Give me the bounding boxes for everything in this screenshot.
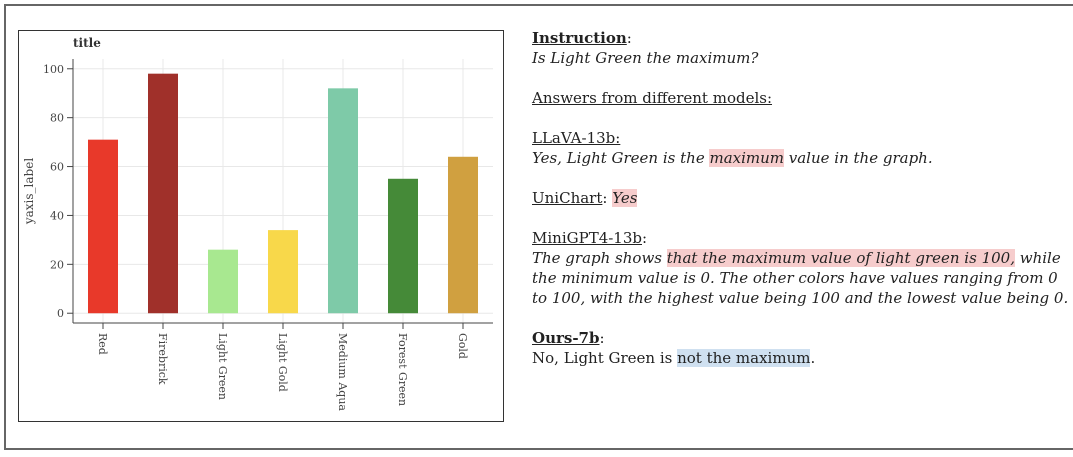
bar bbox=[148, 73, 178, 314]
bar bbox=[448, 156, 478, 314]
x-tick-label: Light Gold bbox=[276, 333, 289, 392]
bar bbox=[88, 139, 118, 314]
answer-text: while the minimum value is 0. The other … bbox=[532, 249, 1069, 307]
model-name: UniChart bbox=[532, 189, 603, 207]
y-tick-label: 40 bbox=[50, 209, 64, 222]
model-suffix: : bbox=[642, 229, 648, 247]
highlight: that the maximum value of light green is… bbox=[666, 249, 1015, 267]
y-tick-label: 20 bbox=[50, 258, 64, 271]
answers: LLaVA-13b: Yes, Light Green is the maximu… bbox=[532, 128, 1073, 368]
x-tick-label: Red bbox=[96, 333, 109, 355]
question: Is Light Green the maximum? bbox=[532, 49, 759, 67]
x-tick-label: Firebrick bbox=[156, 333, 169, 385]
y-tick-label: 0 bbox=[57, 307, 64, 320]
model-name: LLaVA-13b: bbox=[532, 129, 621, 147]
text-panel: Instruction: Is Light Green the maximum?… bbox=[532, 28, 1073, 388]
highlight: maximum bbox=[709, 149, 784, 167]
answer-text: value in the graph. bbox=[784, 149, 933, 167]
x-tick-label: Medium Aqua bbox=[336, 333, 349, 411]
answer-text: Yes, Light Green is the bbox=[532, 149, 710, 167]
chart: title yaxis_label 0 20 40 60 80 100 Red Firebri… bbox=[22, 36, 493, 411]
instruction: Instruction: Is Light Green the maximum? bbox=[532, 28, 1073, 68]
chart-title: title bbox=[73, 36, 101, 50]
bar bbox=[208, 249, 238, 314]
instruction-suffix: : bbox=[626, 29, 632, 47]
answer: LLaVA-13b: Yes, Light Green is the maximu… bbox=[532, 128, 1073, 168]
answer: MiniGPT4-13b: The graph shows that the ma… bbox=[532, 228, 1073, 308]
y-tick-label: 100 bbox=[43, 63, 64, 76]
answer: Ours-7b: No, Light Green is not the maxim… bbox=[532, 328, 1073, 368]
bar bbox=[268, 230, 298, 314]
x-tick-label: Gold bbox=[456, 333, 469, 359]
highlight: not the maximum bbox=[677, 349, 811, 367]
y-axis-label: yaxis_label bbox=[22, 158, 36, 225]
answer-text: No, Light Green is bbox=[532, 349, 678, 367]
model-suffix: : bbox=[602, 189, 613, 207]
answer-text: . bbox=[810, 349, 816, 367]
bar bbox=[328, 88, 358, 314]
model-name: Ours-7b bbox=[532, 329, 600, 347]
chart-image: title yaxis_label 0 20 40 60 80 100 Red Firebri… bbox=[18, 30, 504, 422]
answer-text: The graph shows bbox=[532, 249, 667, 267]
instruction-label: Instruction bbox=[532, 29, 627, 47]
y-tick-label: 80 bbox=[50, 112, 64, 125]
highlight: Yes bbox=[612, 189, 638, 207]
bar bbox=[388, 178, 418, 314]
x-tick-label: Forest Green bbox=[396, 333, 409, 406]
answer: UniChart: Yes bbox=[532, 188, 1073, 208]
model-name: MiniGPT4-13b bbox=[532, 229, 642, 247]
model-suffix: : bbox=[599, 329, 605, 347]
answers-heading: Answers from different models: bbox=[532, 89, 773, 107]
frame bbox=[4, 4, 1073, 450]
y-tick-label: 60 bbox=[50, 161, 64, 174]
x-tick-label: Light Green bbox=[216, 333, 229, 400]
